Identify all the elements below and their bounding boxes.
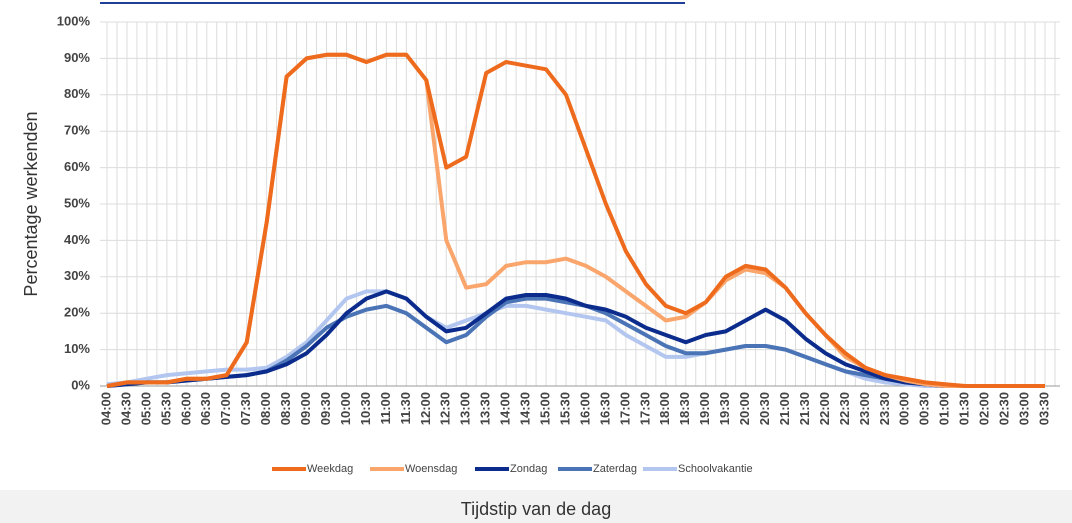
x-tick-label: 07:30 bbox=[238, 392, 253, 425]
x-tick-label: 17:30 bbox=[637, 392, 652, 425]
x-tick-label: 06:00 bbox=[178, 392, 193, 425]
x-tick-label: 21:30 bbox=[797, 392, 812, 425]
x-tick-label: 19:30 bbox=[717, 392, 732, 425]
x-tick-label: 23:30 bbox=[877, 392, 892, 425]
legend-label: Zondag bbox=[510, 463, 547, 475]
x-tick-label: 08:00 bbox=[258, 392, 273, 425]
x-tick-label: 14:00 bbox=[498, 392, 513, 425]
legend-label: Woensdag bbox=[405, 463, 457, 475]
x-tick-label: 16:00 bbox=[577, 392, 592, 425]
x-tick-label: 00:00 bbox=[897, 392, 912, 425]
y-tick-label: 40% bbox=[64, 232, 90, 247]
x-tick-label: 18:00 bbox=[657, 392, 672, 425]
y-tick-label: 0% bbox=[71, 377, 90, 392]
series-line bbox=[106, 52, 1045, 388]
x-tick-label: 15:30 bbox=[557, 392, 572, 425]
x-tick-label: 20:00 bbox=[737, 392, 752, 425]
x-tick-label: 22:00 bbox=[817, 392, 832, 425]
x-tick-label: 05:30 bbox=[158, 392, 173, 425]
legend-label: Schoolvakantie bbox=[678, 463, 753, 475]
x-tick-label: 13:30 bbox=[478, 392, 493, 425]
y-tick-label: 80% bbox=[64, 86, 90, 101]
x-tick-label: 04:30 bbox=[118, 392, 133, 425]
x-tick-label: 08:30 bbox=[278, 392, 293, 425]
x-tick-label: 19:00 bbox=[697, 392, 712, 425]
legend-label: Weekdag bbox=[307, 463, 353, 475]
x-tick-label: 11:00 bbox=[378, 392, 393, 425]
x-axis-title: Tijdstip van de dag bbox=[461, 499, 611, 519]
legend-label: Zaterdag bbox=[593, 463, 637, 475]
x-tick-label: 03:00 bbox=[1016, 392, 1031, 425]
x-tick-label: 13:00 bbox=[458, 392, 473, 425]
y-tick-label: 100% bbox=[57, 13, 91, 28]
y-tick-label: 60% bbox=[64, 159, 90, 174]
x-tick-label: 20:30 bbox=[757, 392, 772, 425]
x-tick-label: 10:00 bbox=[338, 392, 353, 425]
x-tick-label: 16:30 bbox=[597, 392, 612, 425]
y-tick-label: 50% bbox=[64, 195, 90, 210]
x-tick-label: 02:00 bbox=[977, 392, 992, 425]
y-tick-label: 10% bbox=[64, 341, 90, 356]
y-tick-label: 90% bbox=[64, 50, 90, 65]
series-line bbox=[106, 289, 1045, 388]
series-line bbox=[106, 289, 1045, 388]
x-tick-label: 17:00 bbox=[617, 392, 632, 425]
axis-title-band bbox=[0, 490, 1072, 523]
y-tick-label: 30% bbox=[64, 268, 90, 283]
x-tick-label: 23:00 bbox=[857, 392, 872, 425]
x-tick-label: 14:30 bbox=[518, 392, 533, 425]
y-axis-title: Percentage werkenden bbox=[21, 111, 41, 296]
x-tick-label: 01:30 bbox=[957, 392, 972, 425]
x-tick-label: 15:00 bbox=[538, 392, 553, 425]
x-tick-label: 22:30 bbox=[837, 392, 852, 425]
x-tick-label: 06:30 bbox=[198, 392, 213, 425]
x-tick-label: 02:30 bbox=[997, 392, 1012, 425]
x-tick-label: 05:00 bbox=[138, 392, 153, 425]
y-tick-label: 20% bbox=[64, 305, 90, 320]
x-tick-label: 12:30 bbox=[438, 392, 453, 425]
x-tick-label: 09:00 bbox=[298, 392, 313, 425]
x-tick-label: 10:30 bbox=[358, 392, 373, 425]
y-tick-label: 70% bbox=[64, 123, 90, 138]
x-tick-label: 12:00 bbox=[418, 392, 433, 425]
x-tick-label: 07:00 bbox=[218, 392, 233, 425]
x-tick-label: 11:30 bbox=[398, 392, 413, 425]
x-tick-label: 01:00 bbox=[937, 392, 952, 425]
x-tick-label: 03:30 bbox=[1036, 392, 1051, 425]
x-tick-label: 09:30 bbox=[318, 392, 333, 425]
x-tick-label: 04:00 bbox=[98, 392, 113, 425]
x-tick-label: 18:30 bbox=[677, 392, 692, 425]
x-tick-label: 21:00 bbox=[777, 392, 792, 425]
x-tick-label: 00:30 bbox=[917, 392, 932, 425]
